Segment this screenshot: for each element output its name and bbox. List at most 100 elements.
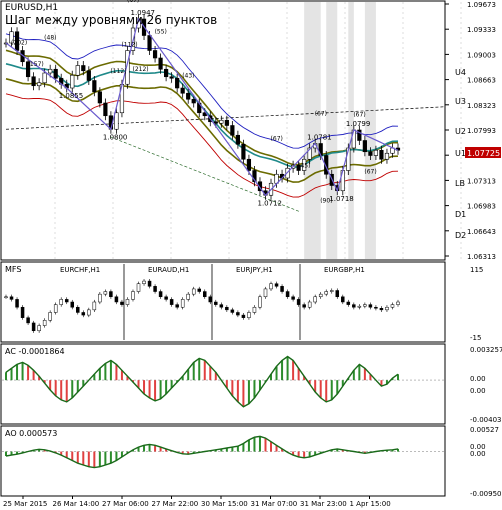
pivot-label: 1.0781 bbox=[307, 134, 332, 142]
candle-body bbox=[230, 125, 235, 136]
mfs-bar bbox=[374, 306, 378, 309]
pivot-label: 1.0947 bbox=[131, 9, 156, 17]
mfs-bar bbox=[352, 304, 356, 308]
candle-body bbox=[48, 68, 53, 74]
mfs-panel[interactable] bbox=[0, 261, 446, 343]
mfs-bar bbox=[186, 293, 190, 300]
mfs-bar bbox=[53, 304, 58, 313]
mfs-bar bbox=[125, 299, 130, 305]
bracket-label: (67) bbox=[364, 169, 376, 176]
mfs-label: MFS bbox=[5, 265, 21, 274]
mfs-bar bbox=[81, 312, 86, 316]
price-tick-label: 1.09003 bbox=[467, 51, 496, 59]
candle-body bbox=[70, 74, 75, 89]
mfs-bar bbox=[37, 325, 41, 332]
bracket-label: (67) bbox=[271, 135, 283, 142]
mfs-bar bbox=[346, 301, 351, 305]
ac-histogram bbox=[2, 355, 444, 408]
trend-line-lower bbox=[109, 136, 301, 213]
candle-body bbox=[368, 151, 373, 156]
time-label: 27 Mar 22:00 bbox=[152, 500, 199, 508]
mfs-bar bbox=[302, 304, 306, 308]
candle-body bbox=[42, 72, 47, 84]
price-tick-label: 1.08323 bbox=[467, 102, 496, 110]
candle-body bbox=[9, 31, 14, 44]
ao-signal-line bbox=[5, 435, 399, 469]
mfs-bar bbox=[175, 304, 179, 308]
candle-body bbox=[324, 155, 329, 175]
mfs-bar bbox=[357, 305, 362, 308]
pivot-labels: 1.0947 1.0855 1.0800 1.0712 1.0781 1.0799 1.07… bbox=[59, 9, 371, 207]
mfs-bar bbox=[247, 312, 251, 318]
price-tick-label: 1.09673 bbox=[467, 1, 496, 9]
mfs-bar bbox=[92, 301, 97, 311]
candle-body bbox=[164, 68, 169, 78]
main-panel[interactable] bbox=[0, 0, 462, 261]
candle-body bbox=[224, 119, 229, 126]
bracket-label: (55) bbox=[155, 28, 167, 35]
bracket-label: (202) bbox=[11, 40, 27, 47]
mfs-bar bbox=[142, 280, 146, 284]
mfs-bar bbox=[390, 304, 395, 308]
mfs-bar bbox=[131, 291, 135, 300]
current-price: 1.07725 bbox=[467, 149, 500, 158]
ao-label: AO 0.000573 bbox=[5, 429, 57, 438]
mfs-bar bbox=[59, 299, 63, 305]
mfs-bar bbox=[274, 283, 279, 287]
candle-body bbox=[379, 149, 384, 160]
level-label-u2: U2 bbox=[455, 127, 466, 136]
mfs-bar bbox=[341, 296, 345, 303]
mfs-bar bbox=[197, 288, 201, 292]
level-labels: U4 U3 U2 U1 LB D1 D2 bbox=[455, 68, 466, 240]
mfs-bar bbox=[158, 291, 163, 298]
time-label: 30 Mar 15:00 bbox=[201, 500, 248, 508]
mfs-bar bbox=[15, 299, 19, 308]
ac-tick: 0.003257 bbox=[470, 346, 502, 354]
candle-body bbox=[219, 119, 224, 124]
bracket-label: (212) bbox=[133, 66, 149, 73]
mfs-bar bbox=[225, 306, 229, 311]
mfs-bar bbox=[241, 314, 246, 318]
shade-zone bbox=[364, 2, 376, 259]
mfs-bar bbox=[219, 304, 224, 308]
bracket-label: (67) bbox=[353, 112, 365, 119]
mfs-bar bbox=[329, 290, 334, 292]
mfs-bar bbox=[214, 301, 218, 305]
time-label: 26 Mar 14:00 bbox=[53, 500, 100, 508]
mfs-bar bbox=[318, 293, 323, 298]
candle-body bbox=[147, 35, 152, 51]
pivot-label: 1.0799 bbox=[346, 120, 371, 128]
mfs-bar bbox=[203, 291, 207, 298]
candle-body bbox=[25, 61, 31, 78]
level-label-lb: LB bbox=[455, 179, 465, 188]
mfs-tick: -15 bbox=[470, 334, 481, 342]
time-label: 31 Mar 07:00 bbox=[251, 500, 298, 508]
mfs-bar bbox=[396, 301, 400, 305]
pivot-label: 1.0718 bbox=[329, 195, 354, 203]
candle-body bbox=[191, 98, 196, 104]
candle-body bbox=[175, 77, 180, 89]
mfs-bar bbox=[31, 322, 36, 332]
candle-body bbox=[125, 50, 130, 85]
mfs-bar bbox=[385, 306, 389, 311]
shade-zone bbox=[304, 2, 321, 259]
mfs-bar bbox=[26, 317, 30, 324]
mfs-bar bbox=[48, 312, 52, 321]
mfs-bar bbox=[324, 291, 328, 295]
level-label-u1: U1 bbox=[455, 149, 466, 158]
candle-body bbox=[373, 149, 379, 156]
candle-body bbox=[213, 121, 218, 124]
mfs-tick: 115 bbox=[470, 266, 483, 274]
time-label: 27 Mar 06:00 bbox=[102, 500, 149, 508]
mfs-bar bbox=[136, 283, 141, 292]
mfs-bar bbox=[291, 296, 295, 300]
candle-body bbox=[257, 181, 263, 192]
mfs-bar bbox=[280, 286, 284, 292]
ao-panel[interactable] bbox=[0, 425, 446, 497]
bracket-label: (67) bbox=[315, 111, 327, 118]
mfs-bar bbox=[120, 301, 124, 305]
ac-panel[interactable] bbox=[0, 343, 446, 425]
price-tick-label: 1.08663 bbox=[467, 77, 496, 85]
candle-body bbox=[186, 92, 191, 100]
mfs-bar bbox=[103, 291, 108, 295]
